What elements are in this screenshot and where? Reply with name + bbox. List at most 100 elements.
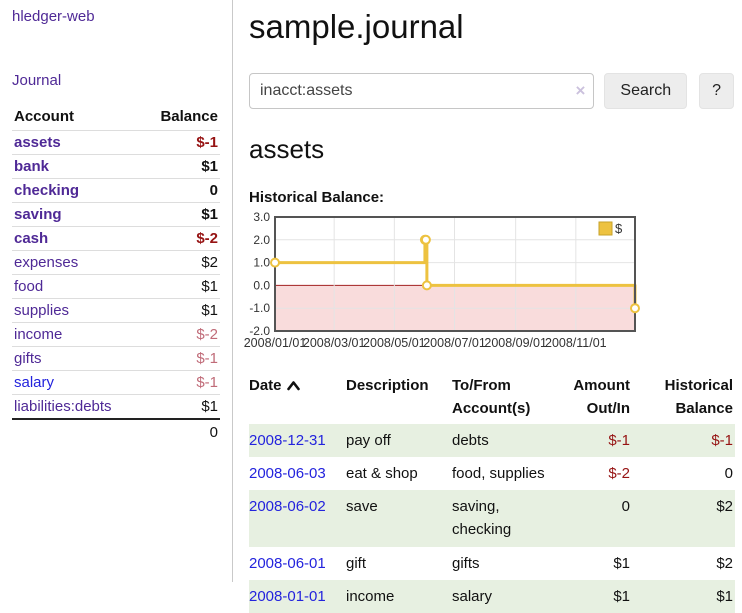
svg-text:3.0: 3.0 xyxy=(253,210,270,224)
sidebar-item-journal[interactable]: Journal xyxy=(12,72,62,89)
account-link-cash[interactable]: cash xyxy=(14,230,49,247)
main-content: sample.journal × Search ? assets Histori… xyxy=(233,0,742,613)
account-row: saving $1 xyxy=(12,202,220,227)
account-row: gifts $-1 xyxy=(12,346,220,371)
register-row: 2008-06-02 save saving, checking 0 $2 xyxy=(249,490,735,547)
account-link-checking[interactable]: checking xyxy=(14,182,80,199)
transaction-amount: $1 xyxy=(613,554,630,572)
data-point-marker xyxy=(421,280,432,291)
accounts-header-balance: Balance xyxy=(141,104,220,131)
app-title-link[interactable]: hledger-web xyxy=(12,8,95,25)
transaction-amount: $-1 xyxy=(608,431,630,449)
search-button[interactable]: Search xyxy=(604,73,688,109)
transaction-amount: $1 xyxy=(613,587,630,605)
accounts-header-account: Account xyxy=(12,104,142,131)
register-header-row: Date Description To/From Account(s) Amou… xyxy=(249,371,735,424)
account-balance: $-1 xyxy=(141,346,220,371)
svg-text:2.0: 2.0 xyxy=(253,233,270,247)
svg-text:-1.0: -1.0 xyxy=(249,301,270,315)
register-row: 2008-12-31 pay off debts $-1 $-1 xyxy=(249,423,735,457)
data-point-marker xyxy=(420,234,431,245)
transaction-balance: $2 xyxy=(716,498,733,515)
transaction-date-link[interactable]: 2008-06-02 xyxy=(249,498,326,515)
account-balance: $-2 xyxy=(141,322,220,347)
account-link-food[interactable]: food xyxy=(14,278,44,295)
transaction-date-link[interactable]: 2008-01-01 xyxy=(249,587,326,605)
svg-text:2008/07/01: 2008/07/01 xyxy=(423,336,486,350)
register-table: Date Description To/From Account(s) Amou… xyxy=(249,371,735,613)
transaction-description: income xyxy=(346,587,395,605)
page-title: sample.journal xyxy=(249,8,464,45)
sidebar: hledger-web Journal Account Balance asse… xyxy=(0,0,233,582)
transaction-date-link[interactable]: 2008-06-01 xyxy=(249,554,326,572)
account-balance: $1 xyxy=(141,202,220,227)
data-point-marker xyxy=(270,257,280,268)
account-row: food $1 xyxy=(12,274,220,299)
account-link-assets[interactable]: assets xyxy=(14,134,61,151)
account-link-expenses[interactable]: expenses xyxy=(14,254,79,271)
account-link-supplies[interactable]: supplies xyxy=(14,302,70,319)
account-link-gifts[interactable]: gifts xyxy=(14,350,42,367)
historical-balance-chart: 3.0 2.0 1.0 0.0 -1.0 -2.0 2008/01/01 2008/03/01… xyxy=(244,210,734,354)
svg-text:2008/03/01: 2008/03/01 xyxy=(303,336,366,350)
account-balance: $2 xyxy=(141,250,220,275)
account-link-liabilities-debts[interactable]: liabilities:debts xyxy=(14,398,112,415)
transaction-accounts: food, supplies xyxy=(452,464,545,482)
account-row: liabilities:debts $1 xyxy=(12,395,220,420)
account-row: bank $1 xyxy=(12,154,220,179)
legend-label: $ xyxy=(615,221,623,236)
transaction-amount: 0 xyxy=(621,498,630,515)
transaction-date-link[interactable]: 2008-12-31 xyxy=(249,431,326,449)
transaction-description: gift xyxy=(346,554,367,572)
register-row: 2008-06-03 eat & shop food, supplies $-2… xyxy=(249,457,735,490)
register-row: 2008-06-01 gift gifts $1 $2 xyxy=(249,547,735,580)
account-row: supplies $1 xyxy=(12,298,220,323)
svg-text:2008/05/01: 2008/05/01 xyxy=(363,336,426,350)
account-row: income $-2 xyxy=(12,322,220,347)
column-header-date[interactable]: Date xyxy=(249,371,346,424)
account-balance: $-1 xyxy=(141,130,220,155)
accounts-table: Account Balance assets $-1 bank $1 checkin… xyxy=(12,104,220,444)
help-button[interactable]: ? xyxy=(699,73,734,109)
transaction-balance: $2 xyxy=(716,554,733,572)
column-header-amount: Amount Out/In xyxy=(573,377,630,418)
transaction-accounts: saving, checking xyxy=(452,498,512,539)
account-row: checking 0 xyxy=(12,178,220,203)
transaction-amount: $-2 xyxy=(608,464,630,482)
transaction-date-link[interactable]: 2008-06-03 xyxy=(249,464,326,482)
transaction-description: save xyxy=(346,498,378,515)
balance-chart-svg: 3.0 2.0 1.0 0.0 -1.0 -2.02008/01/012008/03/01… xyxy=(244,210,640,350)
account-link-salary[interactable]: salary xyxy=(14,374,55,391)
legend-swatch xyxy=(598,221,613,236)
account-balance: $1 xyxy=(201,398,218,415)
transaction-balance: 0 xyxy=(724,464,733,482)
account-balance: 0 xyxy=(141,178,220,203)
transaction-accounts: debts xyxy=(452,431,489,449)
svg-text:2008/01/01: 2008/01/01 xyxy=(244,336,307,350)
transaction-accounts: gifts xyxy=(452,554,480,572)
svg-text:-2.0: -2.0 xyxy=(249,324,270,338)
register-row: 2008-01-01 income salary $1 $1 xyxy=(249,579,735,613)
search-input[interactable] xyxy=(249,73,595,109)
column-header-balance: Historical Balance xyxy=(664,377,733,418)
account-balance: $-1 xyxy=(141,370,220,395)
transaction-balance: $1 xyxy=(716,587,733,605)
svg-text:2008/11/01: 2008/11/01 xyxy=(545,336,607,350)
account-row: assets $-1 xyxy=(12,130,220,155)
account-link-bank[interactable]: bank xyxy=(14,158,50,175)
account-balance: $1 xyxy=(141,298,220,323)
register-account-title: assets xyxy=(249,134,325,164)
account-link-income[interactable]: income xyxy=(14,326,63,343)
sort-up-icon xyxy=(286,375,301,398)
clear-search-icon[interactable]: × xyxy=(575,81,586,100)
account-link-saving[interactable]: saving xyxy=(14,206,62,223)
accounts-total-value: 0 xyxy=(141,418,220,444)
account-row: expenses $2 xyxy=(12,250,220,275)
account-balance: $1 xyxy=(141,154,220,179)
svg-text:0.0: 0.0 xyxy=(253,278,270,292)
data-point-marker xyxy=(630,303,640,314)
account-balance: $-2 xyxy=(141,226,220,251)
transaction-description: eat & shop xyxy=(346,464,418,482)
account-row: salary $-1 xyxy=(12,370,220,395)
svg-text:2008/09/01: 2008/09/01 xyxy=(484,336,547,350)
